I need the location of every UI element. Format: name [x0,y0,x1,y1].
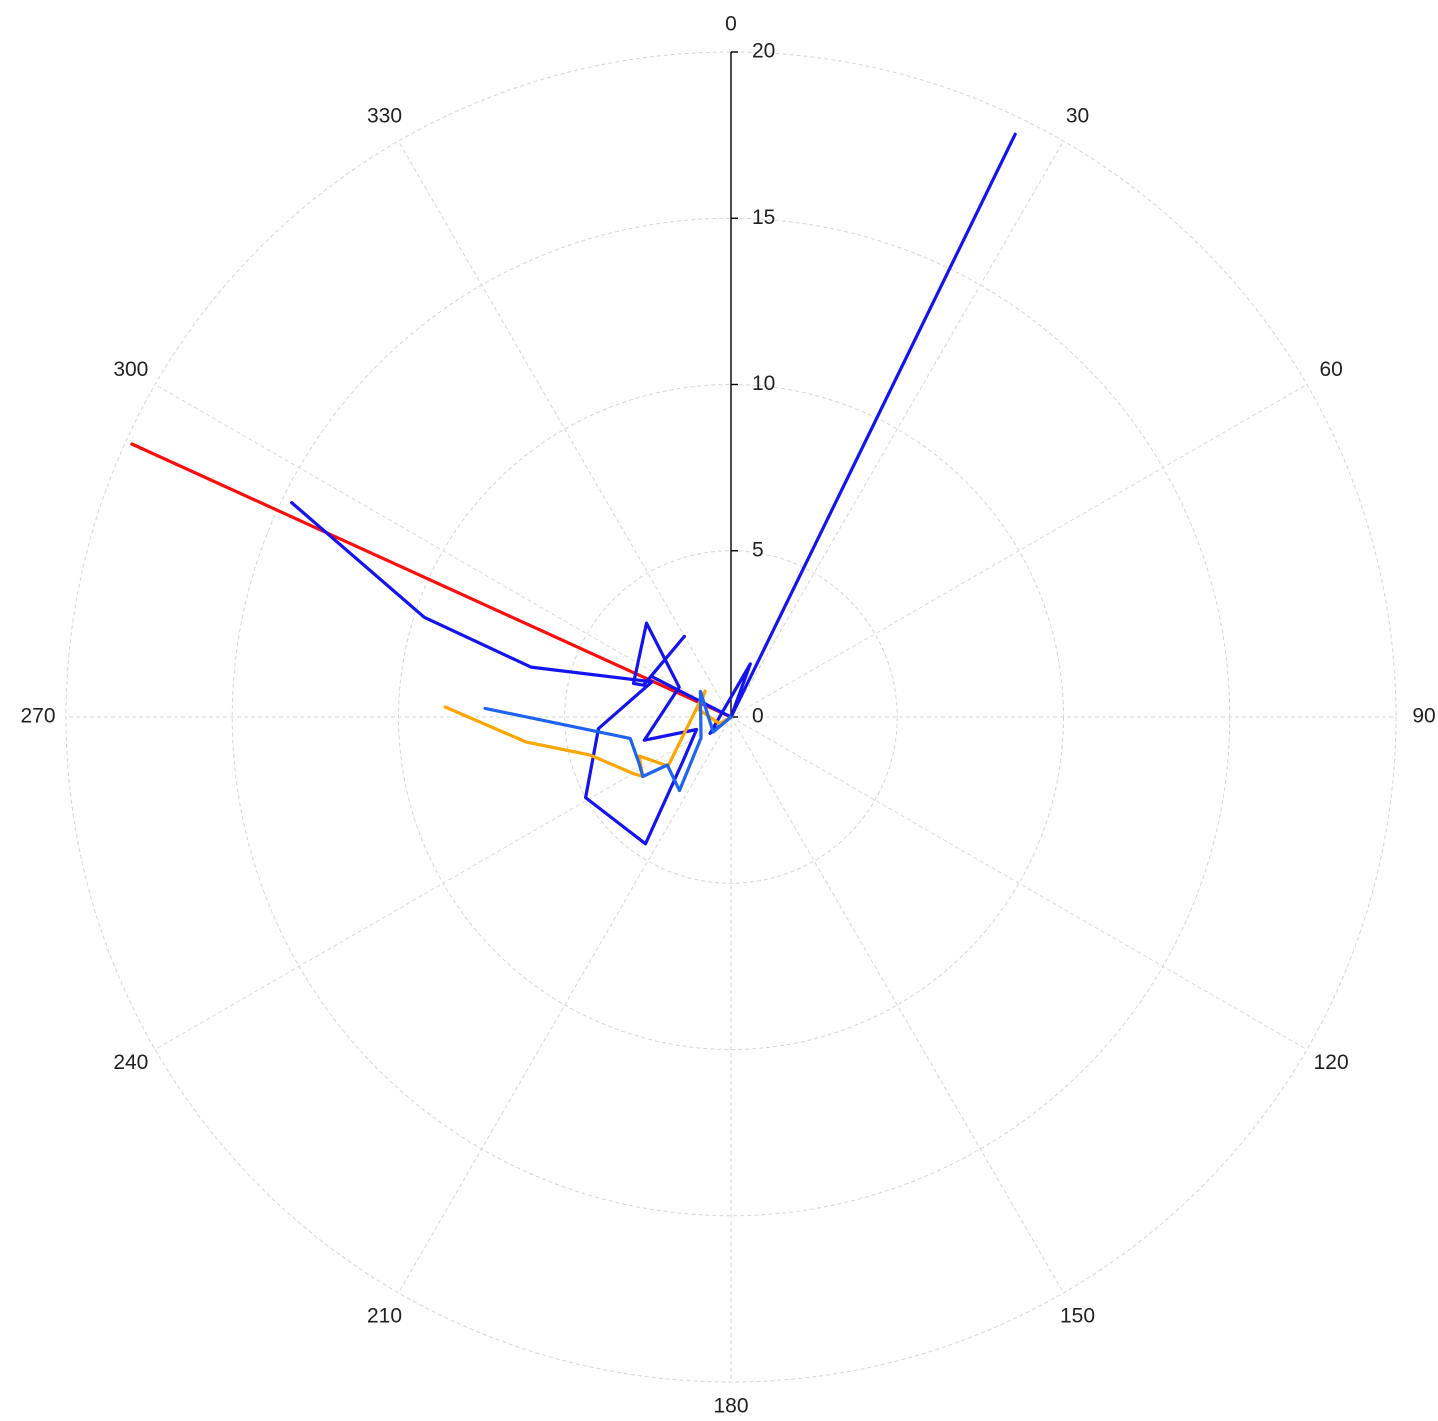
series-line-1 [130,442,733,719]
series-line-4 [483,689,733,793]
angle-tick-label-10: 300 [113,358,148,381]
grid-spoke-11 [398,140,732,718]
series-line-3 [443,689,733,779]
grid-spoke-5 [730,716,1064,1294]
angle-tick-label-3: 90 [1412,705,1435,728]
series-line-2 [290,501,752,846]
series-group [130,132,1017,846]
grid-spoke-8 [154,716,732,1050]
grid-ring-4 [65,51,1397,1383]
grid-spoke-2 [730,384,1308,718]
angle-tick-label-1: 30 [1066,104,1089,127]
grid-spoke-4 [730,716,1308,1050]
radial-axis: 0 5 10 15 20 [730,40,775,728]
polar-grid [65,51,1397,1383]
angle-tick-label-9: 270 [20,705,55,728]
angle-tick-label-4: 120 [1314,1051,1349,1074]
angle-tick-label-11: 330 [367,104,402,127]
radial-tick-label-1: 5 [752,538,764,561]
radial-tick-label-2: 10 [752,372,775,395]
radial-tick-label-3: 15 [752,206,775,229]
angle-tick-label-7: 210 [367,1305,402,1328]
angle-tick-label-0: 0 [725,13,737,36]
grid-ring-1 [564,550,898,884]
grid-spoke-10 [154,384,732,718]
angle-tick-label-2: 60 [1319,358,1342,381]
angle-tick-label-6: 180 [713,1395,748,1418]
radial-tick-label-0: 0 [752,705,764,728]
series-line-0 [729,132,1017,719]
angle-tick-label-8: 240 [113,1051,148,1074]
grid-spoke-7 [398,716,732,1294]
angle-tick-label-5: 150 [1060,1305,1095,1328]
radial-tick-label-4: 20 [752,40,775,63]
grid-spoke-1 [730,140,1064,718]
